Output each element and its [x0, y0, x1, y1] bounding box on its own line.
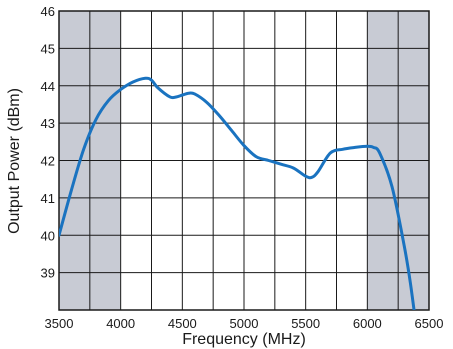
y-axis-label: Output Power (dBm)	[6, 88, 23, 234]
output-power-line	[59, 76, 416, 310]
x-tick-label: 4500	[168, 316, 197, 331]
x-tick-label: 4000	[106, 316, 135, 331]
y-tick-label: 40	[41, 228, 55, 243]
x-tick-labels: 3500 4000 4500 5000 5500 6000 6500	[45, 316, 444, 331]
plot-frame	[58, 10, 430, 311]
x-axis-label: Frequency (MHz)	[182, 331, 306, 348]
y-tick-label: 44	[41, 79, 55, 94]
y-tick-label: 46	[41, 4, 55, 19]
y-tick-label: 42	[41, 154, 55, 169]
y-tick-label: 41	[41, 191, 55, 206]
grid-lines	[59, 11, 429, 310]
x-tick-label: 6500	[415, 316, 444, 331]
x-tick-label: 6000	[353, 316, 382, 331]
y-tick-label: 39	[41, 266, 55, 281]
x-tick-label: 5000	[230, 316, 259, 331]
x-tick-label: 3500	[45, 316, 74, 331]
x-tick-label: 5500	[291, 316, 320, 331]
y-tick-label: 45	[41, 41, 55, 56]
y-tick-label: 43	[41, 116, 55, 131]
y-tick-labels: 39 40 41 42 43 44 45 46	[41, 4, 55, 281]
